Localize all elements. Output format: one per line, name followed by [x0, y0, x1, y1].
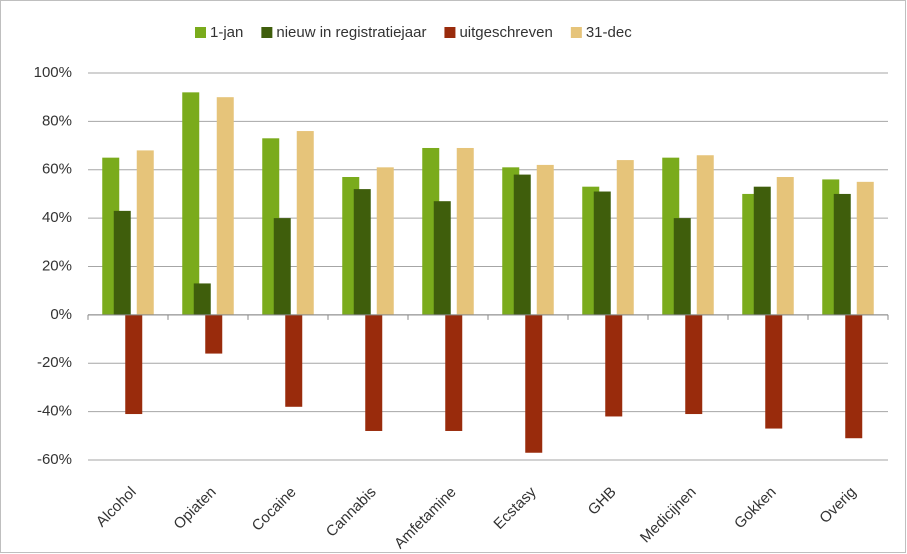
- legend-swatch: [195, 27, 206, 38]
- bar: [205, 314, 223, 354]
- bar: [593, 191, 611, 315]
- bar: [353, 189, 371, 315]
- legend-label: nieuw in registratiejaar: [276, 24, 426, 41]
- bar: [536, 164, 554, 315]
- bar: [673, 218, 691, 315]
- legend-label: uitgeschreven: [459, 24, 552, 41]
- y-tick-label: 40%: [42, 209, 72, 226]
- bar: [113, 210, 131, 315]
- bar: [833, 193, 851, 315]
- bar: [296, 131, 314, 315]
- bar: [365, 314, 383, 431]
- bar: [216, 97, 234, 315]
- legend-label: 31-dec: [586, 24, 632, 41]
- bar: [136, 150, 154, 315]
- bar: [685, 314, 703, 415]
- bar: [845, 314, 863, 439]
- y-tick-label: 100%: [34, 64, 72, 81]
- bar: [182, 92, 200, 315]
- legend-swatch: [261, 27, 273, 38]
- y-tick-label: -60%: [37, 451, 72, 468]
- y-tick-label: 60%: [42, 161, 72, 178]
- y-tick-label: 0%: [50, 306, 72, 323]
- bar: [193, 283, 211, 315]
- y-tick-label: -40%: [37, 403, 72, 420]
- bar: [456, 147, 474, 315]
- bar: [616, 160, 634, 315]
- bar: [776, 177, 794, 315]
- y-tick-label: 20%: [42, 257, 72, 274]
- legend-label: 1-jan: [210, 24, 243, 41]
- bar: [696, 155, 714, 315]
- bar: [605, 314, 623, 417]
- bar: [376, 167, 394, 315]
- legend-swatch: [570, 27, 582, 38]
- bar: [125, 314, 143, 415]
- bar: [513, 174, 531, 315]
- bar: [273, 218, 291, 315]
- bar: [753, 186, 771, 315]
- legend-swatch: [444, 27, 456, 38]
- bar: [525, 314, 543, 453]
- bar: [285, 314, 303, 407]
- bar: [445, 314, 463, 431]
- y-tick-label: 80%: [42, 112, 72, 129]
- bar: [433, 201, 451, 315]
- bar: [765, 314, 783, 429]
- bar: [856, 181, 874, 315]
- y-tick-label: -20%: [37, 354, 72, 371]
